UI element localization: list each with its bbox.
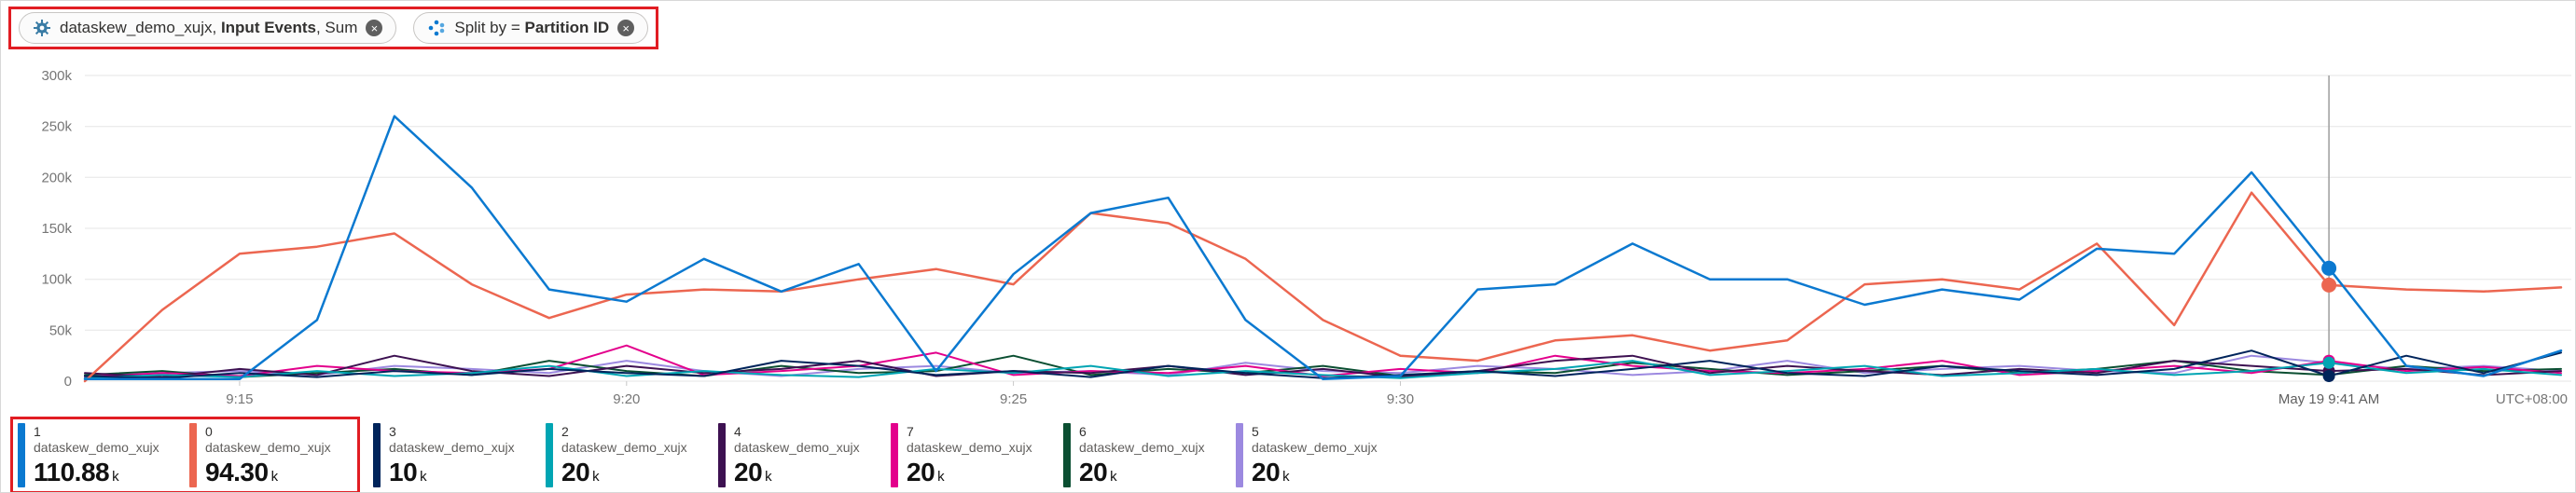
metric-pill-text: dataskew_demo_xujx, Input Events, Sum <box>60 19 357 37</box>
split-dots-icon <box>427 19 446 37</box>
series-line-partition-0[interactable] <box>83 191 2563 383</box>
split-by-pill-close-icon[interactable]: × <box>617 20 635 36</box>
legend-resource-label: dataskew_demo_xujx <box>205 440 331 455</box>
legend-partition-label: 1 <box>34 424 41 439</box>
x-axis-tick-label: 9:30 <box>1387 391 1414 407</box>
legend-item-partition-7[interactable]: 7 dataskew_demo_xujx 20 k <box>891 423 1051 487</box>
annotation-highlight-pills: dataskew_demo_xujx, Input Events, Sum × … <box>8 7 659 49</box>
legend-value: 94.30 k <box>205 458 279 486</box>
legend-color-bar <box>18 423 25 487</box>
y-axis-tick-label: 150k <box>41 221 72 237</box>
annotation-highlight-legend: 1 dataskew_demo_xujx 110.88 k 0 dataskew_… <box>10 417 360 492</box>
legend-item-partition-2[interactable]: 2 dataskew_demo_xujx 20 k <box>546 423 706 487</box>
legend-value: 20 k <box>734 458 772 486</box>
legend-value: 20 k <box>907 458 945 486</box>
legend-rest-items: 3 dataskew_demo_xujx 10 k 2 dataskew_demo… <box>373 417 1396 492</box>
legend-resource-label: dataskew_demo_xujx <box>1079 440 1205 455</box>
latest-value-dot-partition-0 <box>2321 277 2337 293</box>
latest-value-dot-partition-2 <box>2322 356 2335 369</box>
legend-partition-label: 3 <box>389 424 396 439</box>
legend-resource-label: dataskew_demo_xujx <box>389 440 515 455</box>
legend-color-bar <box>1236 423 1243 487</box>
legend-item-partition-3[interactable]: 3 dataskew_demo_xujx 10 k <box>373 423 533 487</box>
legend-item-partition-0[interactable]: 0 dataskew_demo_xujx 94.30 k <box>189 423 350 487</box>
y-axis-tick-label: 300k <box>41 68 72 84</box>
metric-pill-resource: dataskew_demo_xujx, <box>60 19 221 36</box>
series-line-partition-2[interactable] <box>84 360 2562 379</box>
legend-color-bar <box>546 423 553 487</box>
latest-value-dot-partition-1 <box>2321 260 2337 276</box>
legend-color-bar <box>1063 423 1071 487</box>
y-axis-tick-label: 0 <box>64 374 72 390</box>
series-line-partition-7[interactable] <box>84 344 2562 378</box>
metric-pill-close-icon[interactable]: × <box>366 20 383 36</box>
legend-resource-label: dataskew_demo_xujx <box>734 440 860 455</box>
legend-partition-label: 5 <box>1252 424 1259 439</box>
legend-color-bar <box>373 423 381 487</box>
legend-value: 20 k <box>561 458 600 486</box>
legend-partition-label: 6 <box>1079 424 1087 439</box>
split-by-prefix: Split by = <box>454 19 525 36</box>
legend-item-partition-6[interactable]: 6 dataskew_demo_xujx 20 k <box>1063 423 1224 487</box>
legend-resource-label: dataskew_demo_xujx <box>907 440 1032 455</box>
split-by-value: Partition ID <box>524 19 610 36</box>
x-axis-tick-label: 9:20 <box>613 391 640 407</box>
metric-pill-aggregation: , Sum <box>315 19 358 36</box>
legend-item-partition-5[interactable]: 5 dataskew_demo_xujx 20 k <box>1236 423 1396 487</box>
legend-color-bar <box>189 423 197 487</box>
legend-color-bar <box>891 423 898 487</box>
chart-legend: 1 dataskew_demo_xujx 110.88 k 0 dataskew_… <box>10 417 1396 492</box>
legend-resource-label: dataskew_demo_xujx <box>1252 440 1378 455</box>
y-axis-tick-label: 100k <box>41 272 72 288</box>
legend-partition-label: 4 <box>734 424 741 439</box>
metric-pill-metric-name: Input Events <box>220 19 316 36</box>
legend-value: 20 k <box>1079 458 1117 486</box>
legend-partition-label: 0 <box>205 424 213 439</box>
crosshair-time-label: May 19 9:41 AM <box>2278 391 2379 407</box>
legend-item-partition-4[interactable]: 4 dataskew_demo_xujx 20 k <box>718 423 879 487</box>
legend-resource-label: dataskew_demo_xujx <box>34 440 159 455</box>
legend-value: 110.88 k <box>34 458 119 486</box>
x-axis-tick-label: 9:15 <box>226 391 253 407</box>
legend-partition-label: 2 <box>561 424 569 439</box>
y-axis-tick-label: 200k <box>41 170 72 185</box>
y-axis-tick-label: 50k <box>49 322 73 338</box>
x-axis-tick-label: 9:25 <box>1000 391 1027 407</box>
legend-color-bar <box>718 423 726 487</box>
latest-value-dot-partition-3 <box>2322 370 2335 382</box>
legend-value: 20 k <box>1252 458 1290 486</box>
split-by-pill[interactable]: Split by = Partition ID × <box>413 12 649 44</box>
legend-item-partition-1[interactable]: 1 dataskew_demo_xujx 110.88 k <box>18 423 178 487</box>
y-axis-tick-label: 250k <box>41 119 72 135</box>
stream-analytics-gear-icon <box>33 19 51 37</box>
legend-resource-label: dataskew_demo_xujx <box>561 440 687 455</box>
series-line-partition-1[interactable] <box>83 115 2563 381</box>
split-by-pill-text: Split by = Partition ID <box>454 19 609 37</box>
timezone-label: UTC+08:00 <box>2496 391 2568 407</box>
metric-pill[interactable]: dataskew_demo_xujx, Input Events, Sum × <box>19 12 397 44</box>
legend-partition-label: 7 <box>907 424 914 439</box>
metrics-line-chart[interactable]: 300k 250k 200k 150k 100k 50k 0 9:15 9:20 9:25 9:30… <box>1 1 2576 413</box>
legend-value: 10 k <box>389 458 427 486</box>
